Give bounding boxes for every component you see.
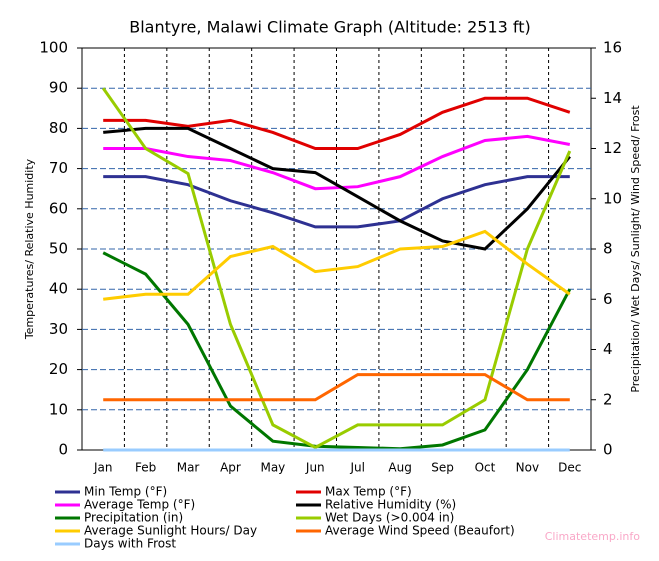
y-tick-label: 50: [49, 240, 68, 258]
y-tick-label: 70: [49, 159, 68, 177]
series-line: [103, 175, 570, 229]
legend-label: Precipitation (in): [84, 511, 183, 525]
x-tick-label: Oct: [475, 461, 496, 475]
y2-axis-label: Precipitation/ Wet Days/ Sunlight/ Wind …: [629, 105, 642, 393]
x-tick-label: Feb: [135, 461, 156, 475]
legend-label: Max Temp (°F): [325, 485, 412, 499]
x-tick-label: Dec: [558, 461, 581, 475]
x-tick-label: Mar: [177, 461, 200, 475]
y-tick-label: 60: [49, 199, 68, 217]
y-axis-label: Temperatures/ Relative Humidity: [23, 158, 36, 340]
y2-tick-label: 12: [603, 139, 622, 157]
y2-tick-label: 8: [603, 240, 613, 258]
y2-tick-label: 6: [603, 290, 613, 308]
y2-tick-label: 2: [603, 390, 613, 408]
legend-label: Min Temp (°F): [84, 485, 167, 499]
legend-label: Relative Humidity (%): [325, 498, 456, 512]
series-line: [103, 229, 571, 301]
x-tick-label: Jul: [349, 461, 364, 475]
x-tick-label: Sep: [431, 461, 454, 475]
watermark: Climatetemp.info: [545, 530, 641, 543]
x-tick-label: Jun: [305, 461, 325, 475]
y-tick-label: 100: [39, 39, 68, 57]
y2-tick-label: 4: [603, 340, 613, 358]
y-tick-label: 0: [58, 441, 68, 459]
legend-label: Days with Frost: [84, 537, 176, 551]
y2-tick-label: 10: [603, 189, 622, 207]
series-line: [103, 134, 571, 191]
y-tick-label: 90: [49, 79, 68, 97]
y2-tick-label: 16: [603, 39, 622, 57]
legend-label: Average Sunlight Hours/ Day: [84, 524, 257, 538]
y-tick-label: 40: [49, 280, 68, 298]
y-tick-label: 20: [49, 360, 68, 378]
legend-label: Wet Days (>0.004 in): [325, 511, 454, 525]
y2-tick-label: 14: [603, 89, 622, 107]
y-tick-label: 10: [49, 400, 68, 418]
x-tick-label: Aug: [388, 461, 411, 475]
series-line: [103, 126, 571, 251]
y-tick-label: 80: [49, 119, 68, 137]
series-line: [102, 251, 572, 451]
series-line: [101, 87, 572, 450]
x-tick-label: Nov: [516, 461, 539, 475]
legend-label: Average Temp (°F): [84, 498, 195, 512]
x-tick-label: Apr: [220, 461, 241, 475]
chart-title: Blantyre, Malawi Climate Graph (Altitude…: [129, 18, 531, 37]
series-line: [103, 96, 571, 150]
y2-tick-label: 0: [603, 441, 613, 459]
x-tick-label: Jan: [93, 461, 113, 475]
legend-label: Average Wind Speed (Beaufort): [325, 524, 515, 538]
series-line: [103, 373, 570, 402]
y-tick-label: 30: [49, 320, 68, 338]
x-tick-label: May: [260, 461, 285, 475]
